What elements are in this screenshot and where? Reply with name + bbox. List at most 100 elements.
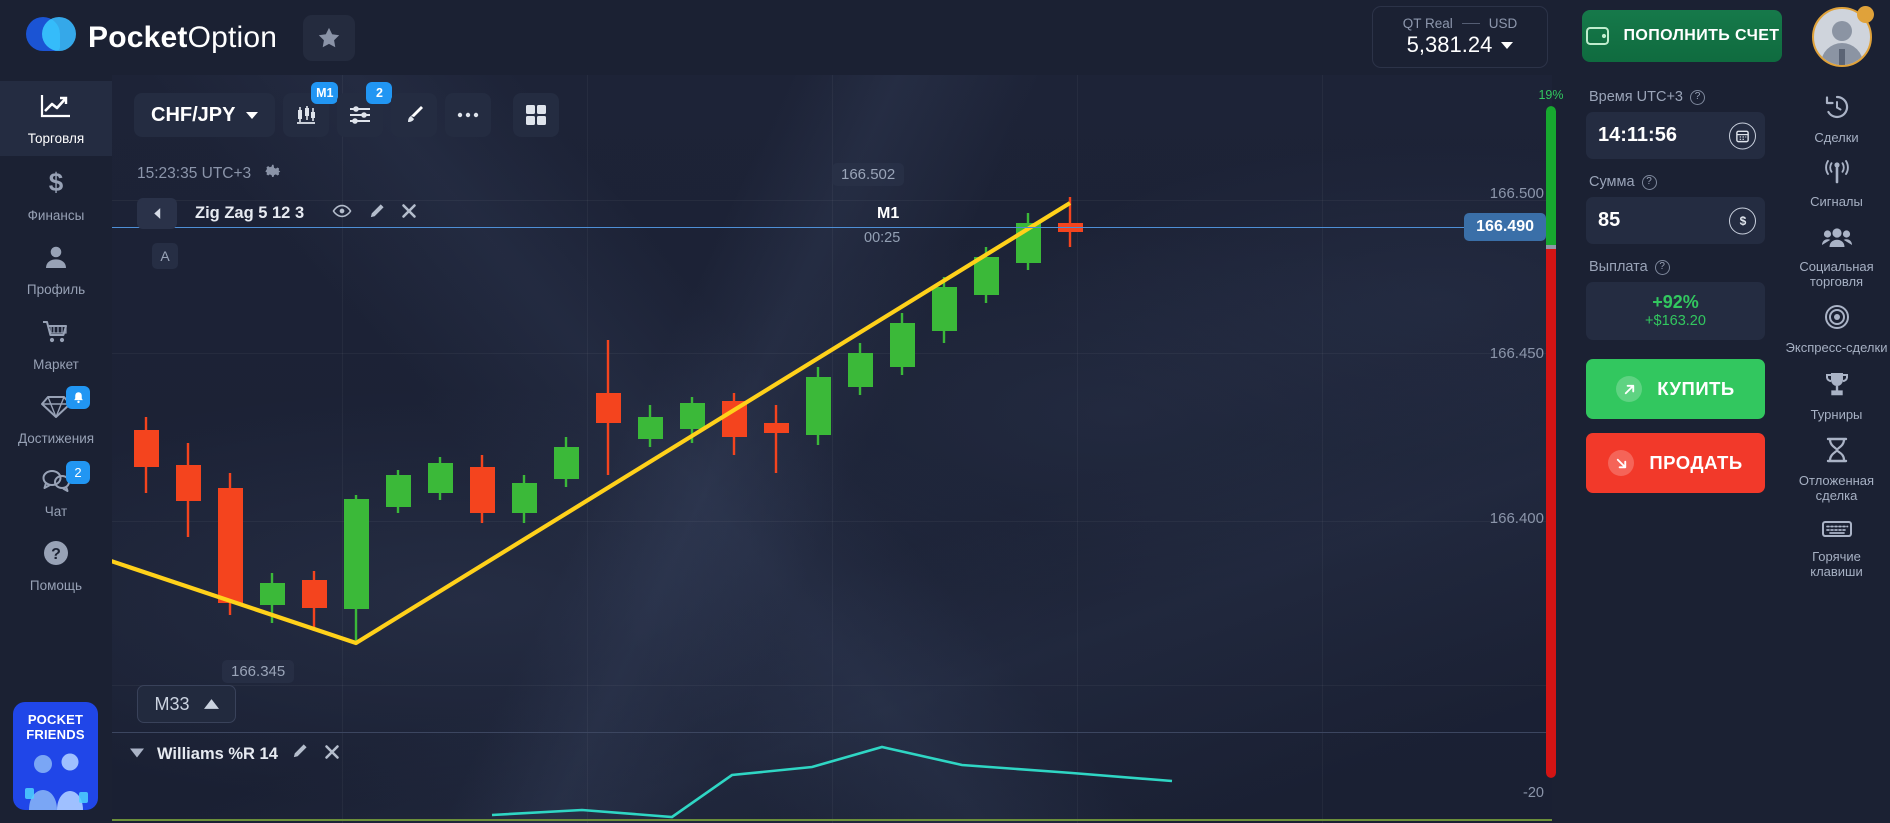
cart-icon xyxy=(41,318,71,351)
more-options-button[interactable] xyxy=(445,93,492,137)
sentiment-sellers-segment xyxy=(1546,247,1556,778)
svg-text:$: $ xyxy=(1739,214,1746,228)
gear-icon xyxy=(265,164,281,178)
people-group-icon xyxy=(1821,225,1852,254)
sidebar-label-tournaments: Турниры xyxy=(1810,406,1863,422)
sidebar-item-deals[interactable]: Сделки xyxy=(1783,85,1890,151)
amount-label-row: Сумма ? xyxy=(1589,174,1765,190)
sidebar-item-achievements[interactable]: Достижения xyxy=(0,381,112,456)
achievements-notification-badge[interactable] xyxy=(66,386,90,410)
right-sidebar: Сделки Сигналы Социальная торговля Экспр… xyxy=(1783,75,1890,823)
help-icon[interactable]: ? xyxy=(1641,174,1657,190)
sidebar-item-profile[interactable]: Профиль xyxy=(0,232,112,307)
timeframe-button[interactable]: M33 xyxy=(137,685,236,723)
sidebar-item-signals[interactable]: Сигналы xyxy=(1783,151,1890,215)
timeframe-badge[interactable]: M1 xyxy=(311,82,339,104)
sidebar-label-achievements: Достижения xyxy=(17,431,95,447)
indicator-name: Zig Zag 5 12 3 xyxy=(195,204,305,222)
indicator-collapse-button[interactable] xyxy=(137,198,177,229)
user-avatar[interactable] xyxy=(1812,7,1872,67)
subchart-edit-button[interactable] xyxy=(291,743,308,765)
eye-icon xyxy=(332,204,352,218)
payout-percent: +92% xyxy=(1652,292,1699,313)
favorites-button[interactable] xyxy=(303,14,356,61)
expiry-time-field[interactable]: 14:11:56 xyxy=(1586,112,1765,159)
market-sentiment-bar: 19% xyxy=(1537,88,1565,788)
balance-divider xyxy=(1461,23,1480,24)
sidebar-label-signals: Сигналы xyxy=(1810,194,1863,210)
dollar-icon: $ xyxy=(41,167,71,202)
chart-container[interactable]: CHF/JPY M1 2 xyxy=(112,75,1552,823)
chevron-up-icon xyxy=(203,699,219,709)
account-type-label: QT Real xyxy=(1402,16,1453,31)
chart-toolbar: CHF/JPY M1 2 xyxy=(134,82,560,137)
buy-button[interactable]: КУПИТЬ xyxy=(1586,359,1765,419)
timeframe-label: M33 xyxy=(154,693,190,714)
dollar-circle-icon[interactable]: $ xyxy=(1729,207,1756,234)
chevron-down-icon xyxy=(246,111,259,119)
deposit-button-label: ПОПОЛНИТЬ СЧЕТ xyxy=(1623,27,1780,44)
chart-settings-button[interactable] xyxy=(265,163,282,185)
sidebar-label-market: Маркет xyxy=(33,356,79,372)
indicator-edit-button[interactable] xyxy=(368,203,385,225)
person-icon xyxy=(42,243,70,276)
indicators-button[interactable]: 2 xyxy=(337,82,393,137)
indicator-row-zigzag: Zig Zag 5 12 3 xyxy=(137,198,417,229)
amount-field[interactable]: 85 $ xyxy=(1586,197,1765,244)
sentiment-buyers-segment xyxy=(1546,106,1556,248)
account-balance-selector[interactable]: QT Real USD 5,381.24 xyxy=(1372,6,1548,68)
low-price-float-label: 166.345 xyxy=(222,660,295,683)
symbol-selector[interactable]: CHF/JPY xyxy=(134,93,276,137)
sidebar-item-market[interactable]: Маркет xyxy=(0,307,112,382)
indicators-count-badge[interactable]: 2 xyxy=(366,82,393,104)
pocket-option-logo-icon xyxy=(26,16,76,59)
avatar-status-badge-icon xyxy=(1857,6,1874,23)
chevron-left-icon xyxy=(153,208,160,219)
subchart-remove-button[interactable] xyxy=(324,744,340,765)
balance-value-row: 5,381.24 xyxy=(1407,32,1514,58)
server-time-row: 15:23:35 UTC+3 xyxy=(137,163,282,185)
help-icon[interactable]: ? xyxy=(1654,259,1670,275)
sidebar-item-hotkeys[interactable]: Горячие клавиши xyxy=(1783,510,1890,586)
target-icon xyxy=(1824,304,1850,335)
payout-label-row: Выплата ? xyxy=(1589,259,1765,275)
balance-labels: QT Real USD xyxy=(1403,16,1518,31)
sidebar-item-pending-deal[interactable]: Отложенная сделка xyxy=(1783,428,1890,510)
subchart-collapse-button[interactable] xyxy=(130,745,144,763)
deposit-button[interactable]: ПОПОЛНИТЬ СЧЕТ xyxy=(1582,10,1782,62)
history-clock-icon xyxy=(1824,94,1850,125)
drawing-tools-button[interactable] xyxy=(391,93,438,137)
sidebar-item-help[interactable]: ? Помощь xyxy=(0,528,112,603)
indicator-visibility-button[interactable] xyxy=(332,204,352,223)
sidebar-item-tournaments[interactable]: Турниры xyxy=(1783,362,1890,428)
help-icon[interactable]: ? xyxy=(1689,89,1705,105)
svg-text:$: $ xyxy=(49,167,64,197)
brand-logo[interactable]: PocketOption xyxy=(26,16,277,59)
annotation-tool-marker[interactable]: A xyxy=(152,243,178,269)
chat-unread-badge[interactable]: 2 xyxy=(66,460,90,484)
sidebar-label-social-trading: Социальная торговля xyxy=(1799,258,1874,289)
indicator-remove-button[interactable] xyxy=(401,203,417,224)
sidebar-item-social-trading[interactable]: Социальная торговля xyxy=(1783,216,1890,296)
expiry-time-label-row: Время UTC+3 ? xyxy=(1589,89,1765,105)
subchart-axis-label: -20 xyxy=(1523,785,1544,801)
star-icon xyxy=(319,27,340,47)
sidebar-label-profile: Профиль xyxy=(26,282,86,298)
sidebar-item-chat[interactable]: 2 Чат xyxy=(0,456,112,529)
sidebar-item-express-deals[interactable]: Экспресс-сделки xyxy=(1783,295,1890,361)
pencil-icon xyxy=(293,744,307,758)
pocket-friends-promo[interactable]: POCKET FRIENDS xyxy=(13,702,98,810)
payout-label: Выплата xyxy=(1589,259,1648,275)
sell-button[interactable]: ПРОДАТЬ xyxy=(1586,433,1765,493)
subchart-header-williams: Williams %R 14 xyxy=(130,743,340,765)
sidebar-item-finance[interactable]: $ Финансы xyxy=(0,156,112,233)
chart-type-button[interactable]: M1 xyxy=(283,82,339,137)
calendar-icon[interactable] xyxy=(1729,122,1756,149)
sidebar-item-trading[interactable]: Торговля xyxy=(0,81,112,156)
promo-line1: POCKET xyxy=(27,712,84,727)
price-axis-label-3: 166.400 xyxy=(1489,510,1544,527)
candlestick-icon xyxy=(297,106,316,124)
balance-amount: 5,381.24 xyxy=(1406,32,1493,57)
expiry-time-value: 14:11:56 xyxy=(1598,124,1677,146)
chart-layout-button[interactable] xyxy=(513,93,560,137)
